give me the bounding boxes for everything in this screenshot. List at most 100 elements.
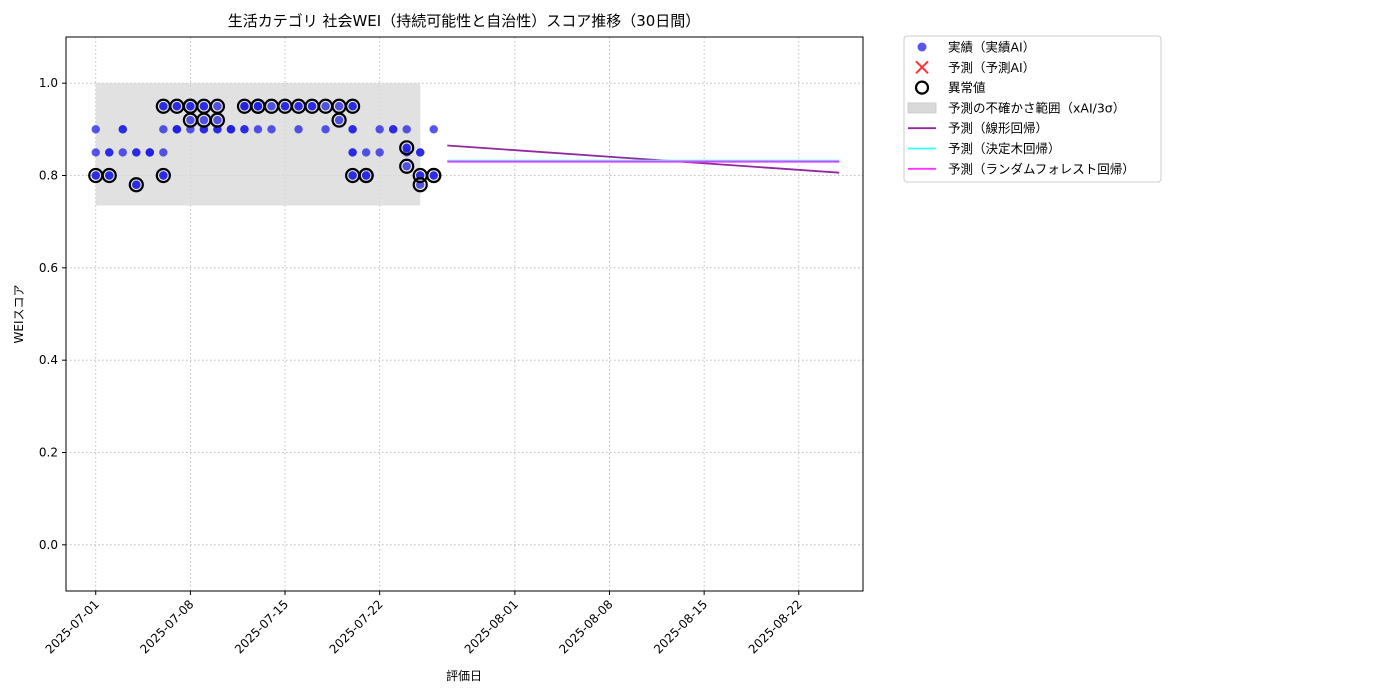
x-tick-label: 2025-07-08 — [137, 597, 196, 656]
actual-point — [172, 125, 182, 134]
actual-point — [91, 125, 100, 134]
x-tick-label: 2025-08-15 — [651, 597, 710, 656]
legend-label: 予測の不確かさ範囲（xAI/3σ） — [948, 100, 1125, 115]
x-axis-ticks: 2025-07-01 2025-07-08 2025-07-15 2025-07-22… — [43, 591, 805, 656]
legend-label: 予測（ランダムフォレスト回帰） — [948, 161, 1135, 176]
actual-point — [172, 102, 182, 111]
y-tick-label: 0.0 — [39, 538, 58, 552]
actual-point — [213, 115, 222, 125]
actual-point — [375, 148, 384, 157]
legend-predicted-swatch — [915, 60, 929, 75]
actual-point — [118, 148, 127, 157]
legend-uncertainty-swatch — [907, 102, 937, 114]
x-tick-label: 2025-08-08 — [556, 597, 615, 656]
actual-point — [240, 125, 249, 134]
actual-point — [321, 102, 330, 111]
actual-point — [159, 171, 168, 180]
actual-point — [253, 102, 263, 111]
legend-label: 予測（決定木回帰） — [948, 141, 1061, 156]
legend-actual-swatch — [917, 42, 927, 52]
actual-point — [226, 125, 236, 134]
outlier-marker — [155, 167, 171, 184]
actual-point — [159, 102, 168, 111]
legend-outlier-swatch — [914, 80, 930, 95]
legend-label: 異常値 — [948, 80, 986, 95]
actual-point — [294, 102, 303, 111]
actual-point — [348, 148, 357, 157]
outlier-marker — [331, 112, 347, 128]
actual-point — [132, 148, 141, 157]
actual-point — [416, 148, 425, 157]
x-tick-label: 2025-07-01 — [43, 597, 102, 656]
actual-point — [361, 148, 371, 157]
outlier-marker — [399, 158, 415, 174]
legend-label: 予測（予測AI） — [948, 60, 1035, 75]
legend-frame — [903, 35, 1162, 183]
legend-label: 予測（線形回帰） — [948, 121, 1048, 136]
y-tick-label: 0.2 — [39, 446, 58, 460]
outlier-marker — [358, 167, 374, 184]
y-tick-label: 0.6 — [39, 261, 58, 275]
x-axis-label: 評価日 — [446, 668, 482, 683]
actual-point — [429, 125, 438, 134]
y-tick-label: 0.8 — [39, 169, 58, 183]
chart-title: 生活カテゴリ 社会WEI（持続可能性と自治性）スコア推移（30日間） — [228, 12, 701, 30]
outlier-markers-layer — [88, 98, 442, 193]
actual-point — [348, 102, 357, 111]
actual-point — [402, 125, 411, 134]
uncertainty-band-layer — [95, 83, 421, 206]
outlier-marker — [345, 98, 361, 114]
actual-point — [186, 115, 195, 125]
actual-point — [321, 125, 330, 134]
actual-point — [348, 171, 357, 180]
actual-point — [159, 125, 168, 134]
outlier-marker — [426, 167, 442, 184]
actual-point — [145, 148, 155, 157]
actual-point — [334, 115, 344, 125]
y-axis-label: WEIスコア — [12, 285, 26, 344]
actual-point — [132, 180, 141, 189]
actual-point — [118, 125, 127, 134]
actual-point — [402, 143, 411, 152]
actual-point — [186, 102, 195, 111]
outlier-marker — [209, 112, 226, 128]
y-tick-label: 0.4 — [39, 353, 58, 367]
x-tick-label: 2025-08-22 — [746, 597, 805, 656]
actual-point — [199, 115, 209, 125]
y-axis-ticks: 0.0 0.2 0.4 0.6 0.8 1.0 — [39, 76, 66, 552]
x-tick-label: 2025-07-22 — [327, 597, 386, 656]
outlier-marker — [101, 167, 117, 184]
linear-regression-line — [447, 144, 840, 174]
outlier-marker — [412, 177, 428, 193]
actual-point — [105, 148, 114, 157]
actual-point — [199, 102, 209, 111]
x-tick-label: 2025-07-15 — [232, 597, 291, 656]
actual-point — [375, 125, 384, 134]
actual-point — [105, 171, 114, 180]
actual-point — [267, 125, 276, 134]
x-tick-label: 2025-08-01 — [462, 597, 521, 656]
plot-area-frame — [65, 36, 864, 592]
actual-point — [91, 148, 100, 157]
actual-point — [429, 171, 438, 180]
actual-point — [348, 125, 357, 134]
actual-point — [361, 171, 371, 180]
actual-point — [388, 125, 398, 134]
uncertainty-band — [95, 83, 421, 206]
actual-point — [267, 102, 276, 111]
actual-point — [280, 102, 290, 111]
actual-point — [294, 125, 303, 134]
actual-point — [334, 102, 344, 111]
actual-point — [402, 162, 411, 171]
regression-lines-layer — [447, 144, 840, 174]
actual-point — [213, 102, 222, 111]
outlier-marker — [399, 140, 415, 156]
actual-point — [240, 102, 249, 111]
data-points-layer — [91, 102, 438, 189]
outlier-marker — [128, 177, 144, 193]
actual-point — [307, 102, 317, 111]
actual-point — [91, 171, 100, 180]
actual-point — [159, 148, 168, 157]
